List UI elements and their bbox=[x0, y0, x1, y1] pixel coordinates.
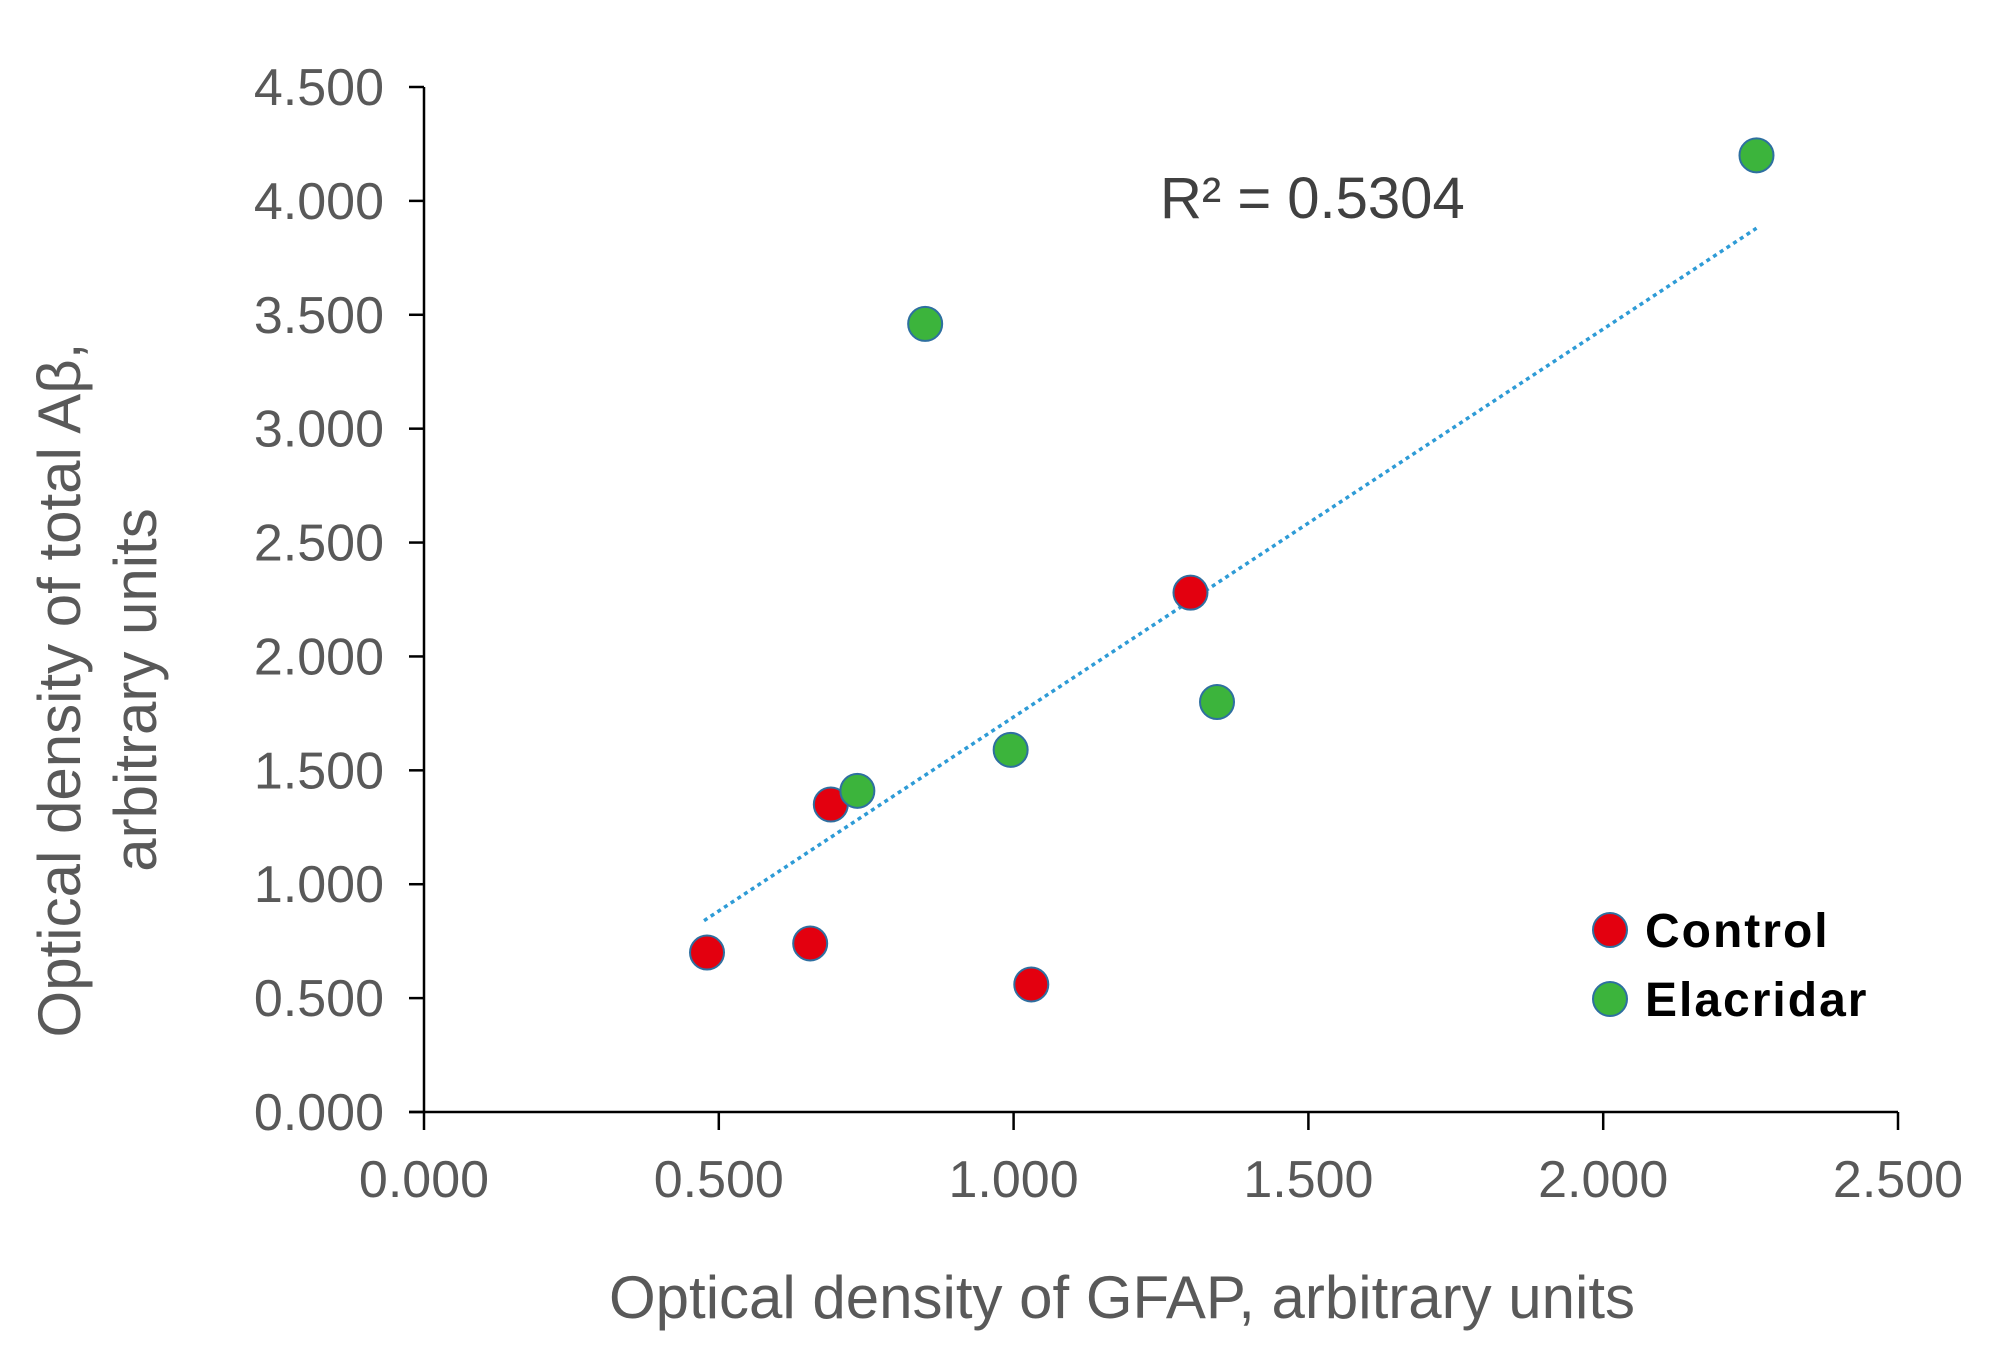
r-squared-annotation: R² = 0.5304 bbox=[1160, 166, 1465, 231]
data-point-control bbox=[792, 925, 829, 962]
y-tick-label: 4.000 bbox=[254, 173, 384, 231]
y-tick-label: 2.000 bbox=[254, 628, 384, 686]
x-tick-label: 2.500 bbox=[1833, 1151, 1963, 1209]
x-tick-label: 0.000 bbox=[359, 1151, 489, 1209]
data-point-control bbox=[1013, 966, 1050, 1003]
x-axis-ticks: 0.000 0.500 1.000 1.500 2.000 2.500 bbox=[359, 1112, 1963, 1209]
data-points bbox=[689, 137, 1775, 1003]
x-tick-label: 0.500 bbox=[654, 1151, 784, 1209]
y-tick-label: 0.000 bbox=[254, 1084, 384, 1142]
data-point-control bbox=[689, 934, 726, 971]
x-tick-label: 1.500 bbox=[1243, 1151, 1373, 1209]
y-tick-label: 0.500 bbox=[254, 970, 384, 1028]
y-axis-title-line-1: Optical density of total Aβ, bbox=[26, 343, 93, 1038]
data-point-elacridar bbox=[839, 772, 876, 809]
data-point-elacridar bbox=[992, 731, 1029, 768]
x-tick-label: 2.000 bbox=[1538, 1151, 1668, 1209]
x-axis-title: Optical density of GFAP, arbitrary units bbox=[609, 1264, 1635, 1331]
legend-label-elacridar: Elacridar bbox=[1645, 974, 1868, 1027]
y-tick-label: 2.500 bbox=[254, 515, 384, 573]
axes bbox=[409, 87, 1898, 1114]
legend-item-control: Control bbox=[1592, 905, 1830, 958]
trendline bbox=[703, 226, 1758, 923]
data-point-elacridar bbox=[1738, 137, 1775, 174]
data-point-control bbox=[1172, 574, 1209, 611]
y-tick-label: 3.000 bbox=[254, 401, 384, 459]
y-axis-ticks: 0.000 0.500 1.000 1.500 2.000 2.500 3.000 3.500… bbox=[254, 59, 424, 1142]
y-tick-label: 1.000 bbox=[254, 856, 384, 914]
y-tick-label: 1.500 bbox=[254, 742, 384, 800]
legend-marker-elacridar bbox=[1592, 981, 1628, 1017]
data-point-elacridar bbox=[907, 305, 944, 342]
y-tick-label: 3.500 bbox=[254, 287, 384, 345]
x-tick-label: 1.000 bbox=[949, 1151, 1079, 1209]
legend-marker-control bbox=[1592, 912, 1628, 948]
legend: Control Elacridar bbox=[1592, 905, 1868, 1027]
legend-item-elacridar: Elacridar bbox=[1592, 974, 1868, 1027]
data-point-elacridar bbox=[1199, 684, 1236, 720]
y-axis-title-line-2: arbitrary units bbox=[102, 508, 169, 871]
legend-label-control: Control bbox=[1645, 905, 1830, 958]
y-tick-label: 4.500 bbox=[254, 59, 384, 117]
